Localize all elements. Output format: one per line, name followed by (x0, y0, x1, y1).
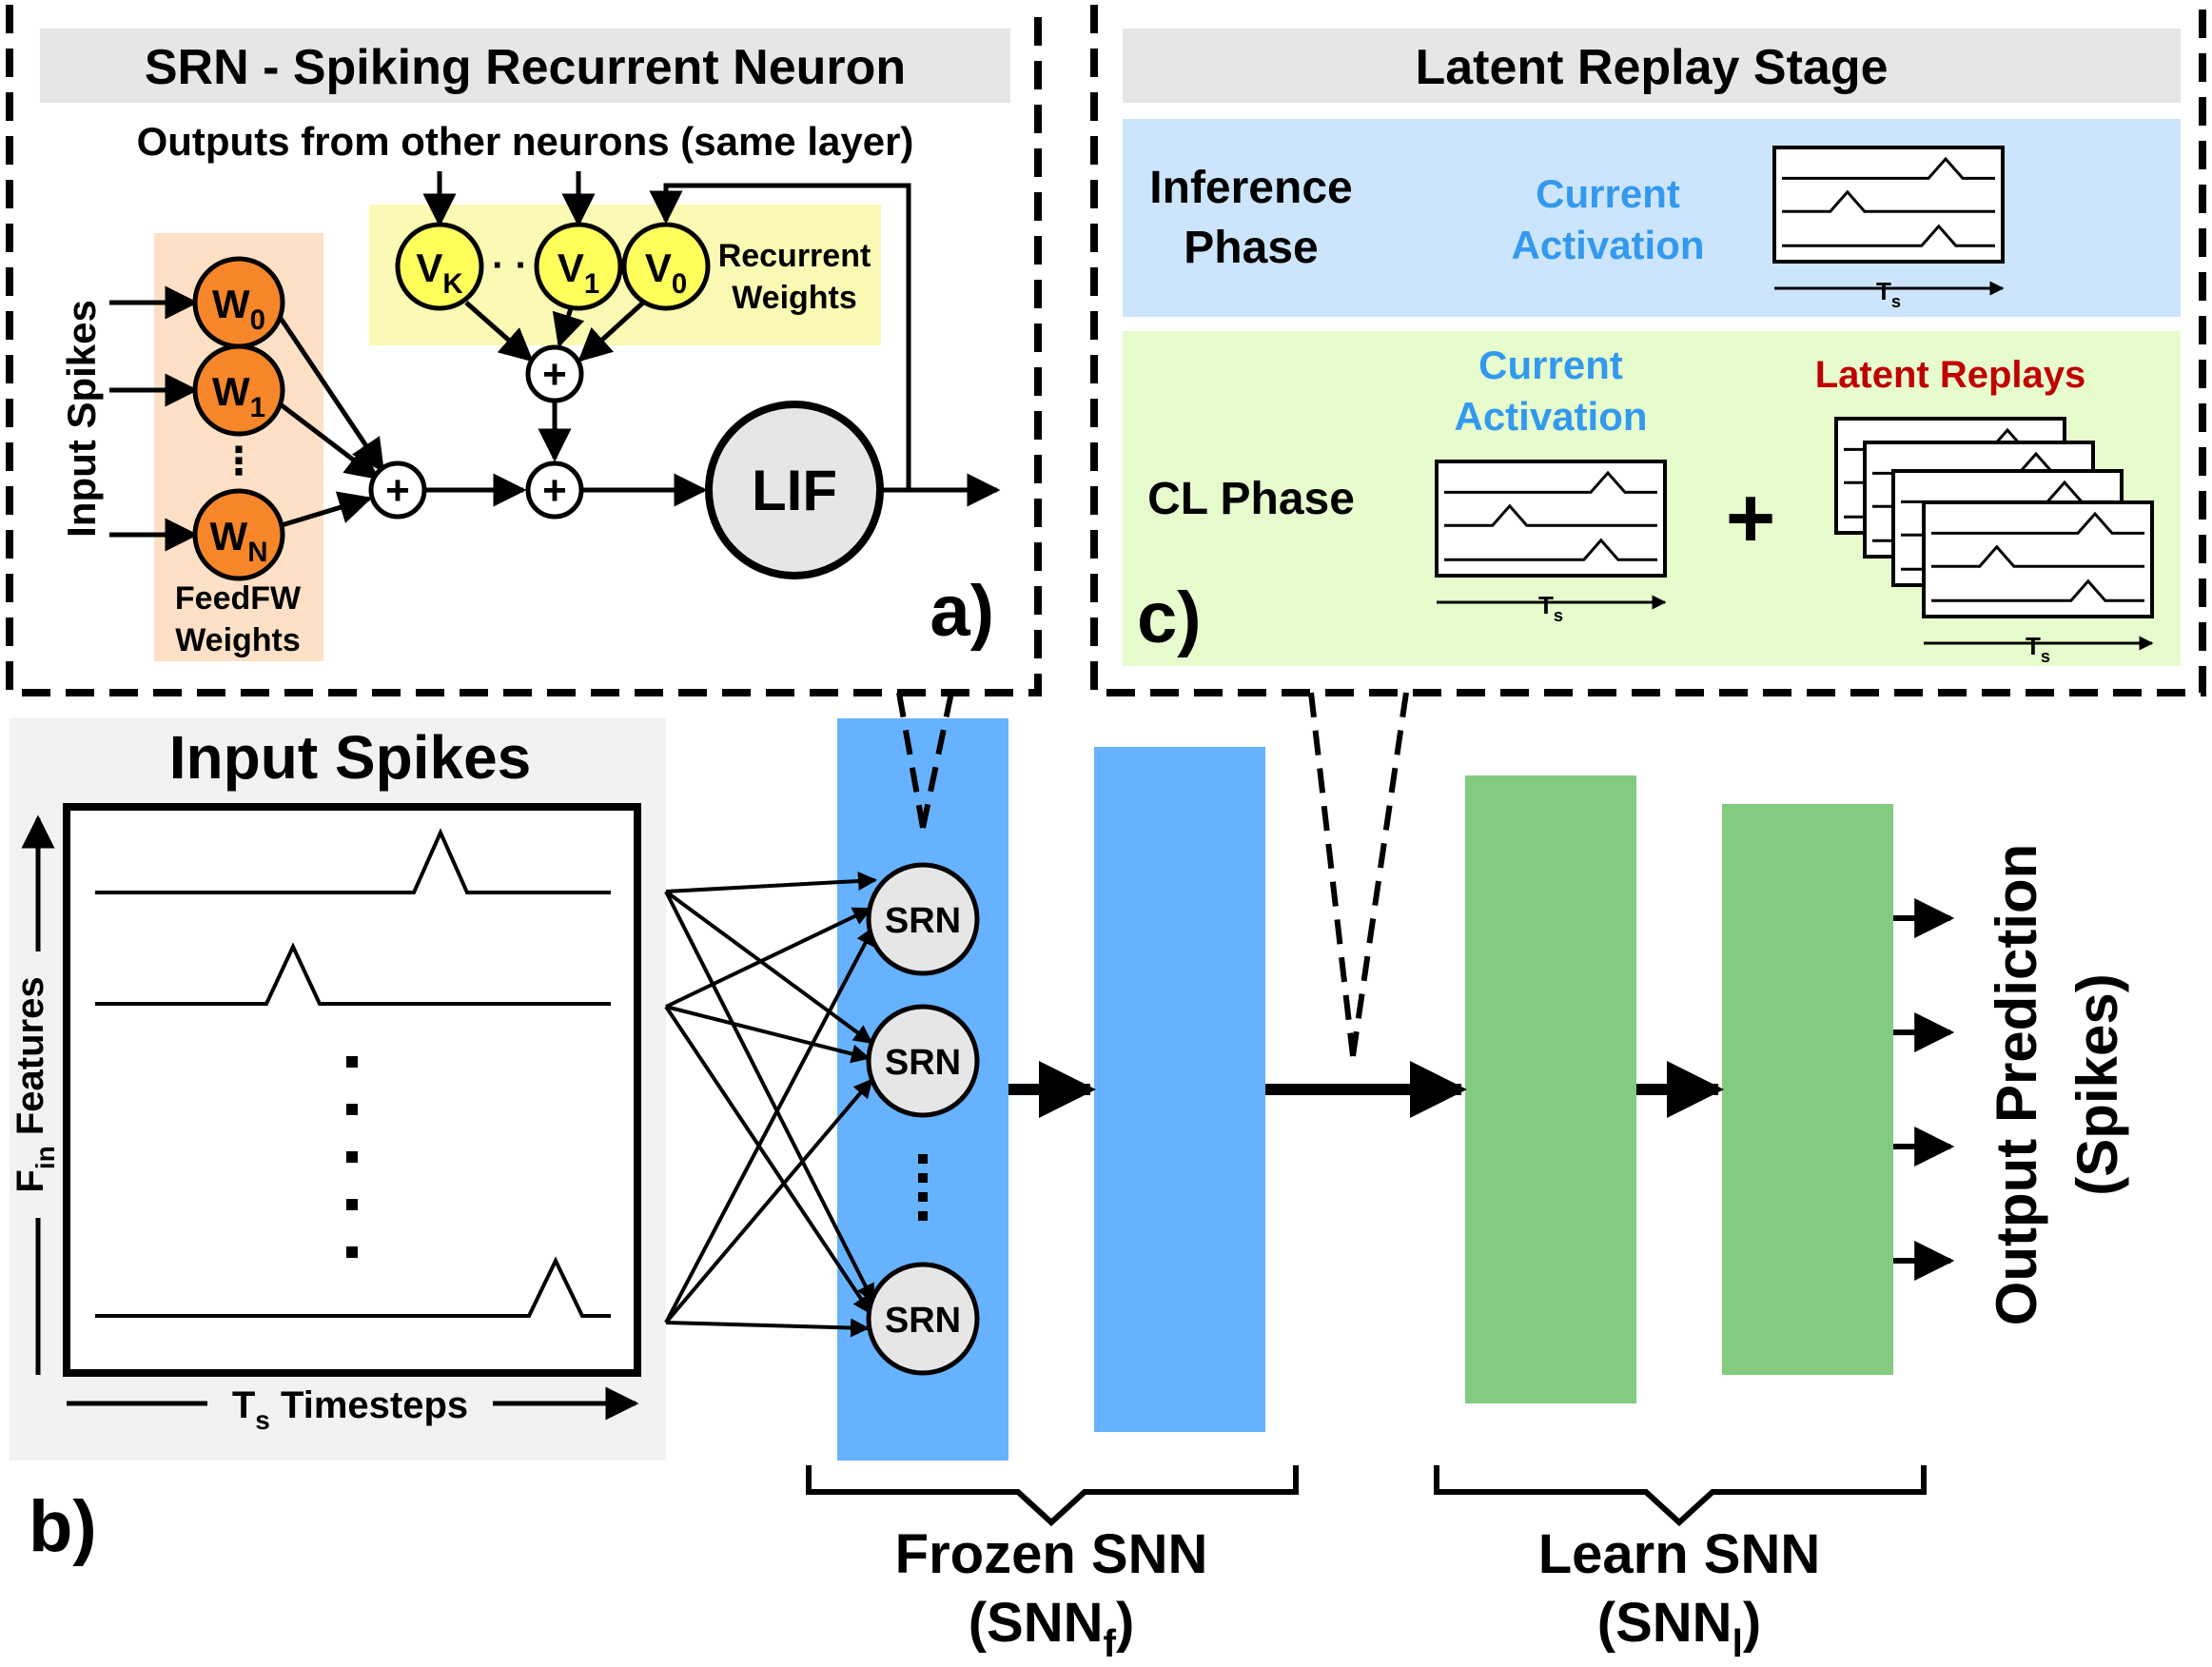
svg-text:LIF: LIF (752, 459, 837, 522)
ff-weights-ellipsis: ⋮ (220, 441, 258, 482)
weight-w0-node: W0 (192, 256, 285, 349)
learn-layer-1 (1465, 775, 1636, 1403)
wn-to-sum-arrow (281, 491, 373, 528)
panel-c-callout-line-right (1350, 692, 1409, 1057)
panel-a-callout-line-right (920, 692, 954, 829)
panel-c-callout-line-left (1308, 692, 1356, 1057)
panel-a-header-bg (40, 29, 1010, 103)
srn-ellipsis (918, 1154, 928, 1221)
weight-wn-node: WN (192, 488, 285, 581)
panel-a-srn: SRN - Spiking Recurrent Neuron Outputs f… (6, 5, 1042, 696)
input-spike-train-2 (95, 942, 611, 1006)
svg-text:W1: W1 (212, 369, 265, 423)
weight-v0-node: V0 (621, 222, 711, 311)
panel-c-dashed-border (1090, 5, 2206, 696)
sum-node-recurrent: + (525, 344, 584, 403)
svg-text:SRN: SRN (885, 1301, 961, 1341)
srn-neuron-1: SRN (866, 862, 980, 976)
svg-text:+: + (542, 467, 567, 514)
input-spike-train-n (95, 1256, 611, 1318)
svg-text:Ts: Ts (1876, 277, 1901, 311)
svg-text:Ts: Ts (2026, 632, 2050, 666)
y-axis-label-bg (19, 951, 57, 1218)
svg-text:W0: W0 (212, 282, 265, 336)
y-axis-label: Fin Features (10, 976, 60, 1192)
learn-snn-label: Learn SNN (1538, 1523, 1821, 1585)
svg-text:Ts: Ts (1538, 591, 1563, 625)
w0-to-sum-arrow (277, 315, 385, 473)
panel-a-dashed-border (6, 5, 1042, 696)
panel-a-header: SRN - Spiking Recurrent Neuron (145, 40, 906, 95)
latent-replays-label: Latent Replays (1815, 354, 2086, 396)
srn-neuron-2: SRN (866, 1004, 980, 1118)
learn-snn-brace (1434, 1465, 1927, 1527)
frozen-snn-label: Frozen SNN (895, 1523, 1208, 1585)
srn-neuron-n: SRN (866, 1262, 980, 1376)
x-axis-label: Ts Timesteps (232, 1384, 468, 1435)
inference-phase-bg (1123, 119, 2181, 317)
lif-neuron: LIF (705, 401, 884, 579)
panel-c-header-bg (1123, 29, 2181, 103)
svg-text:SRN: SRN (885, 1043, 961, 1083)
input-spikes-axis-label: Input Spikes (59, 300, 104, 538)
panel-b-network: Input Spikes Fin Features Ts Timesteps b… (10, 692, 2129, 1665)
latent-replay-plot-4: Ts (1922, 500, 2154, 666)
input-spike-ellipsis (346, 1056, 358, 1258)
cl-activation-plot: Ts (1435, 460, 1667, 625)
v1-to-sum-arrow (552, 307, 585, 348)
sum-node-total: + (525, 461, 584, 520)
vk-to-sum-arrow (464, 301, 534, 363)
feedfw-label-line2: Weights (175, 622, 301, 658)
inference-current-activation-line2: Activation (1511, 223, 1704, 267)
inference-phase-line1: Inference (1149, 163, 1352, 213)
weight-v1-node: V1 (534, 222, 623, 311)
panel-c-latent-replay: Latent Replay Stage Inference Phase Curr… (1090, 5, 2206, 696)
input-to-srn-connections (664, 871, 877, 1338)
recurrent-label-line2: Weights (732, 280, 857, 316)
panel-c-header: Latent Replay Stage (1415, 40, 1888, 95)
inference-phase-line2: Phase (1184, 223, 1318, 273)
cl-current-activation-line2: Activation (1454, 394, 1647, 439)
output-prediction-label-line1: Output Prediction (1985, 844, 2048, 1326)
w1-to-sum-arrow (280, 403, 380, 480)
v0-to-sum-arrow (577, 301, 645, 363)
weight-vk-node: VK (395, 222, 484, 311)
inference-activation-plot: Ts (1772, 146, 2005, 311)
learn-snn-sublabel: (SNNl) (1597, 1592, 1761, 1665)
svg-text:VK: VK (416, 245, 462, 300)
input-spikes-title: Input Spikes (169, 723, 532, 792)
panel-c-tag: c) (1137, 578, 1202, 658)
feedfw-label-line1: FeedFW (175, 580, 302, 617)
frozen-snn-brace (806, 1465, 1299, 1527)
recurrent-label-line1: Recurrent (718, 238, 871, 274)
cl-plus-sign: + (1726, 471, 1776, 566)
panel-a-tag: a) (930, 571, 994, 652)
learn-layer-2 (1722, 804, 1893, 1375)
panel-b-tag: b) (29, 1486, 97, 1567)
input-spike-train-1 (95, 828, 611, 894)
input-spikes-plot-frame (63, 803, 641, 1377)
x-axis-label-bg (207, 1384, 493, 1432)
svg-text:V1: V1 (558, 245, 599, 300)
svg-text:+: + (385, 467, 410, 514)
svg-text:V0: V0 (645, 245, 687, 300)
outputs-other-neurons-label: Outputs from other neurons (same layer) (137, 119, 914, 164)
recurrent-feedback-arrow (649, 183, 911, 490)
svg-text:+: + (542, 351, 567, 398)
output-prediction-label-line2: (Spikes) (2065, 973, 2129, 1195)
cl-phase-label: CL Phase (1147, 474, 1355, 524)
svg-text:SRN: SRN (885, 901, 961, 941)
sum-node-feedforward: + (368, 461, 427, 520)
cl-current-activation-line1: Current (1478, 343, 1623, 387)
rec-weights-ellipsis: · · (492, 245, 528, 286)
weight-w1-node: W1 (192, 343, 285, 437)
mini-spike-plots: Ts Ts Ts (1435, 146, 2154, 666)
svg-text:WN: WN (210, 514, 268, 568)
panel-a-callout-line-left (896, 692, 926, 829)
inference-current-activation-line1: Current (1536, 171, 1680, 216)
frozen-layer-2 (1094, 747, 1265, 1432)
frozen-snn-sublabel: (SNNf) (969, 1592, 1135, 1665)
